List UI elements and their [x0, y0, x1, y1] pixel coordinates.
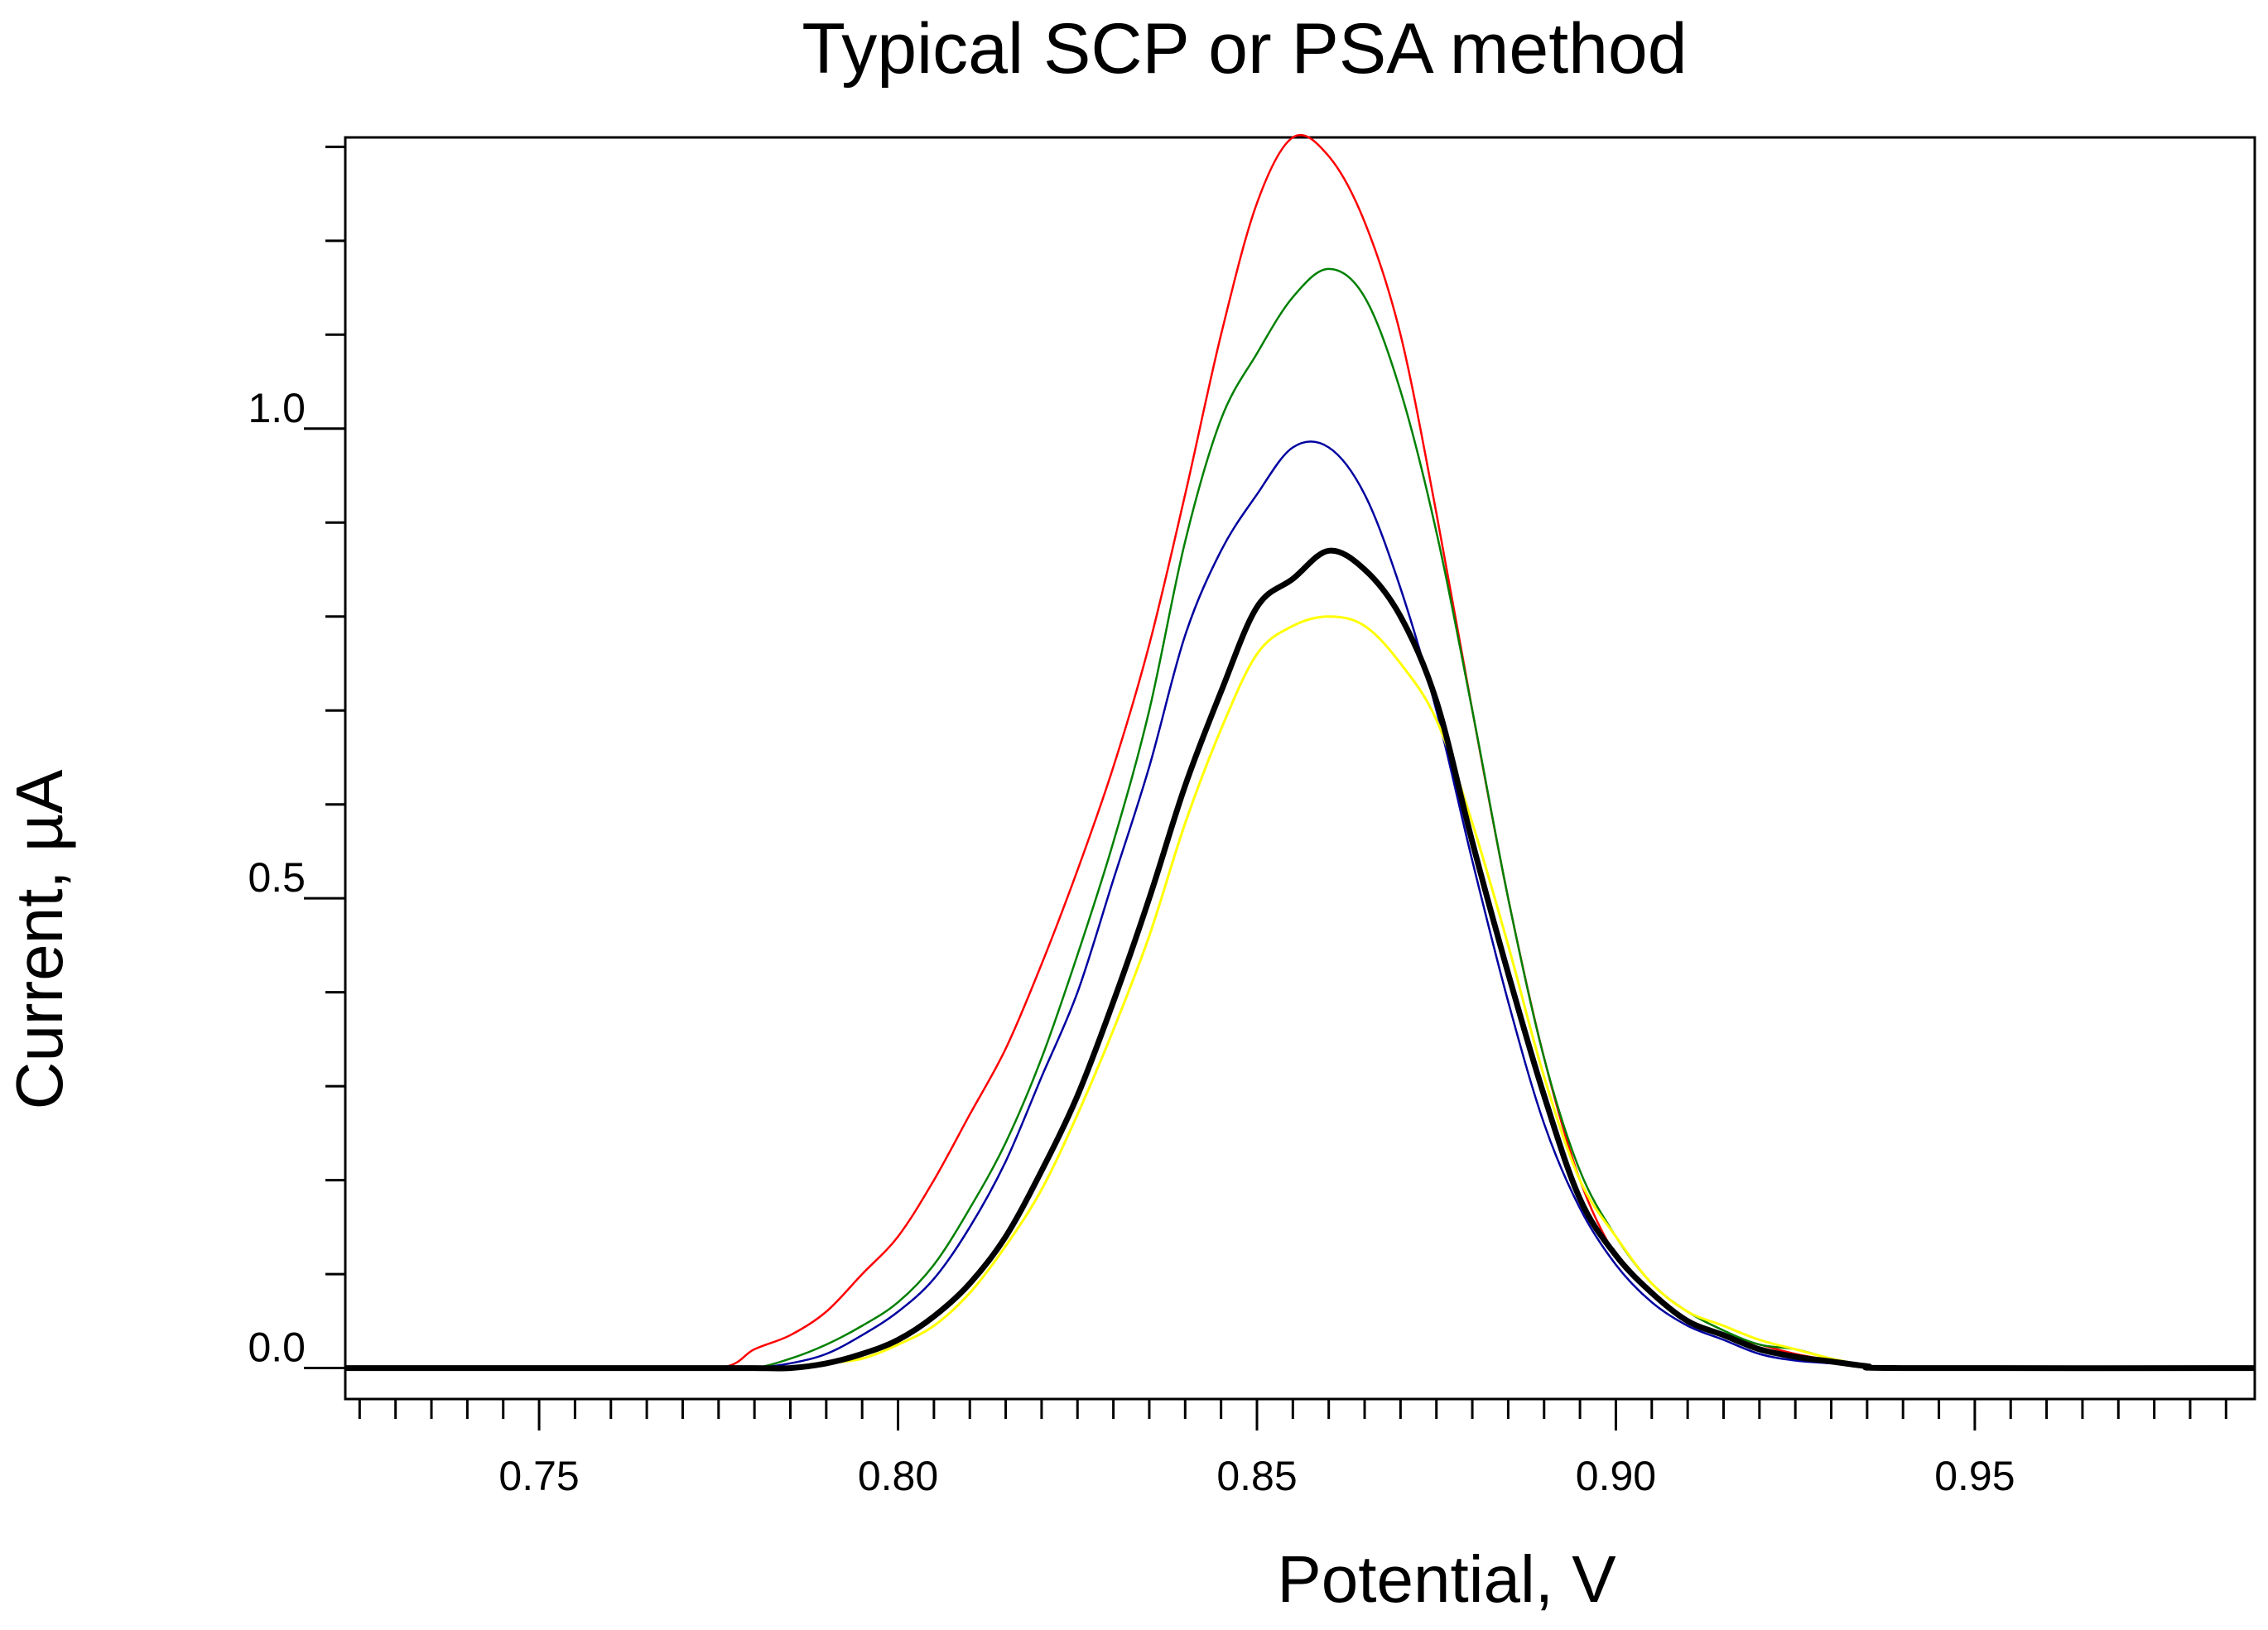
y-tick-label: 0.5: [248, 854, 306, 901]
plot-frame: [344, 136, 2256, 1401]
x-tick-label: 0.80: [858, 1453, 938, 1499]
series-layer: [345, 133, 2255, 1372]
y-axis-label: Current, µA: [2, 769, 76, 1109]
series-line-blue: [345, 440, 2255, 1370]
y-tick-label: 0.0: [248, 1325, 306, 1371]
x-axis-label: Potential, V: [1277, 1542, 1616, 1616]
x-axis: 0.75 0.80 0.85 0.90 0.95: [358, 1399, 2227, 1499]
y-axis: 0.0 0.5 1.0: [248, 145, 345, 1371]
chart-title: Typical SCP or PSA method: [802, 9, 1687, 89]
x-tick-label: 0.85: [1216, 1453, 1297, 1499]
series-line-yellow: [345, 615, 2255, 1370]
series-line-red: [345, 133, 2255, 1371]
series-line-green: [345, 267, 2255, 1370]
x-tick-label: 0.90: [1576, 1453, 1656, 1499]
x-tick-label: 0.95: [1934, 1453, 2015, 1499]
x-tick-label: 0.75: [498, 1453, 579, 1499]
series-line-black: [345, 547, 2255, 1372]
y-tick-label: 1.0: [248, 385, 306, 431]
